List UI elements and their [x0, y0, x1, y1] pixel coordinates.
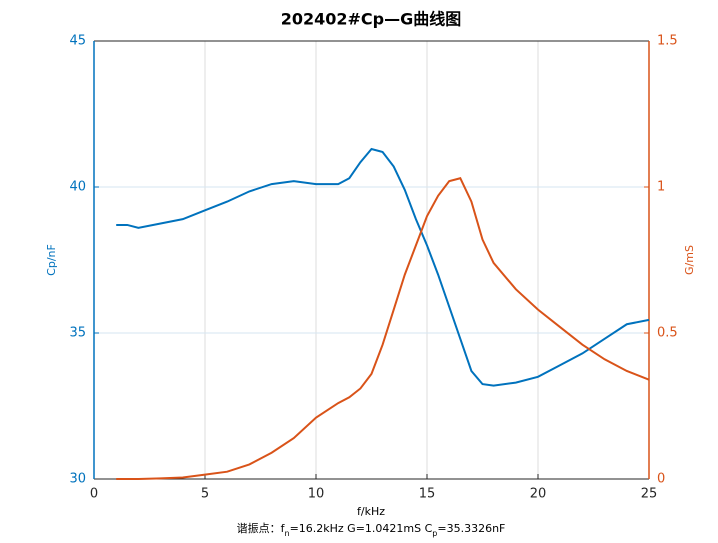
annotation: 谐振点：fn=16.2kHz G=1.0421mS Cp=35.3326nF: [237, 521, 506, 538]
y-tick-label: 45: [69, 34, 86, 49]
x-tick-label: 0: [90, 487, 98, 502]
series-line: [116, 177, 650, 480]
y-tick-label: 30: [69, 472, 86, 487]
x-tick-label: 5: [201, 487, 209, 502]
x-tick-label: 20: [530, 487, 547, 502]
x-tick-label: 25: [641, 487, 658, 502]
y-axis-label: Cp/nF: [45, 244, 58, 276]
annotation-part: =35.3326nF: [437, 522, 505, 535]
x-tick-label: 15: [419, 487, 436, 502]
y2-tick-label: 0: [657, 472, 665, 487]
annotation-part: =16.2kHz G=1.0421mS C: [290, 522, 433, 535]
y2-axis-label: G/mS: [683, 245, 696, 275]
annotation-part: n: [284, 529, 289, 538]
annotation-part: 谐振点：f: [237, 521, 286, 535]
y2-tick-label: 1.5: [657, 34, 678, 49]
x-axis-label: f/kHz: [357, 505, 385, 518]
y-tick-label: 40: [69, 180, 86, 195]
x-tick-label: 10: [308, 487, 325, 502]
series-line: [116, 147, 650, 387]
y2-tick-label: 1: [657, 180, 665, 195]
y-tick-label: 35: [69, 326, 86, 341]
chart-title: 202402#Cp—G曲线图: [281, 10, 462, 29]
y2-tick-label: 0.5: [657, 326, 678, 341]
annotation-part: p: [432, 529, 437, 538]
